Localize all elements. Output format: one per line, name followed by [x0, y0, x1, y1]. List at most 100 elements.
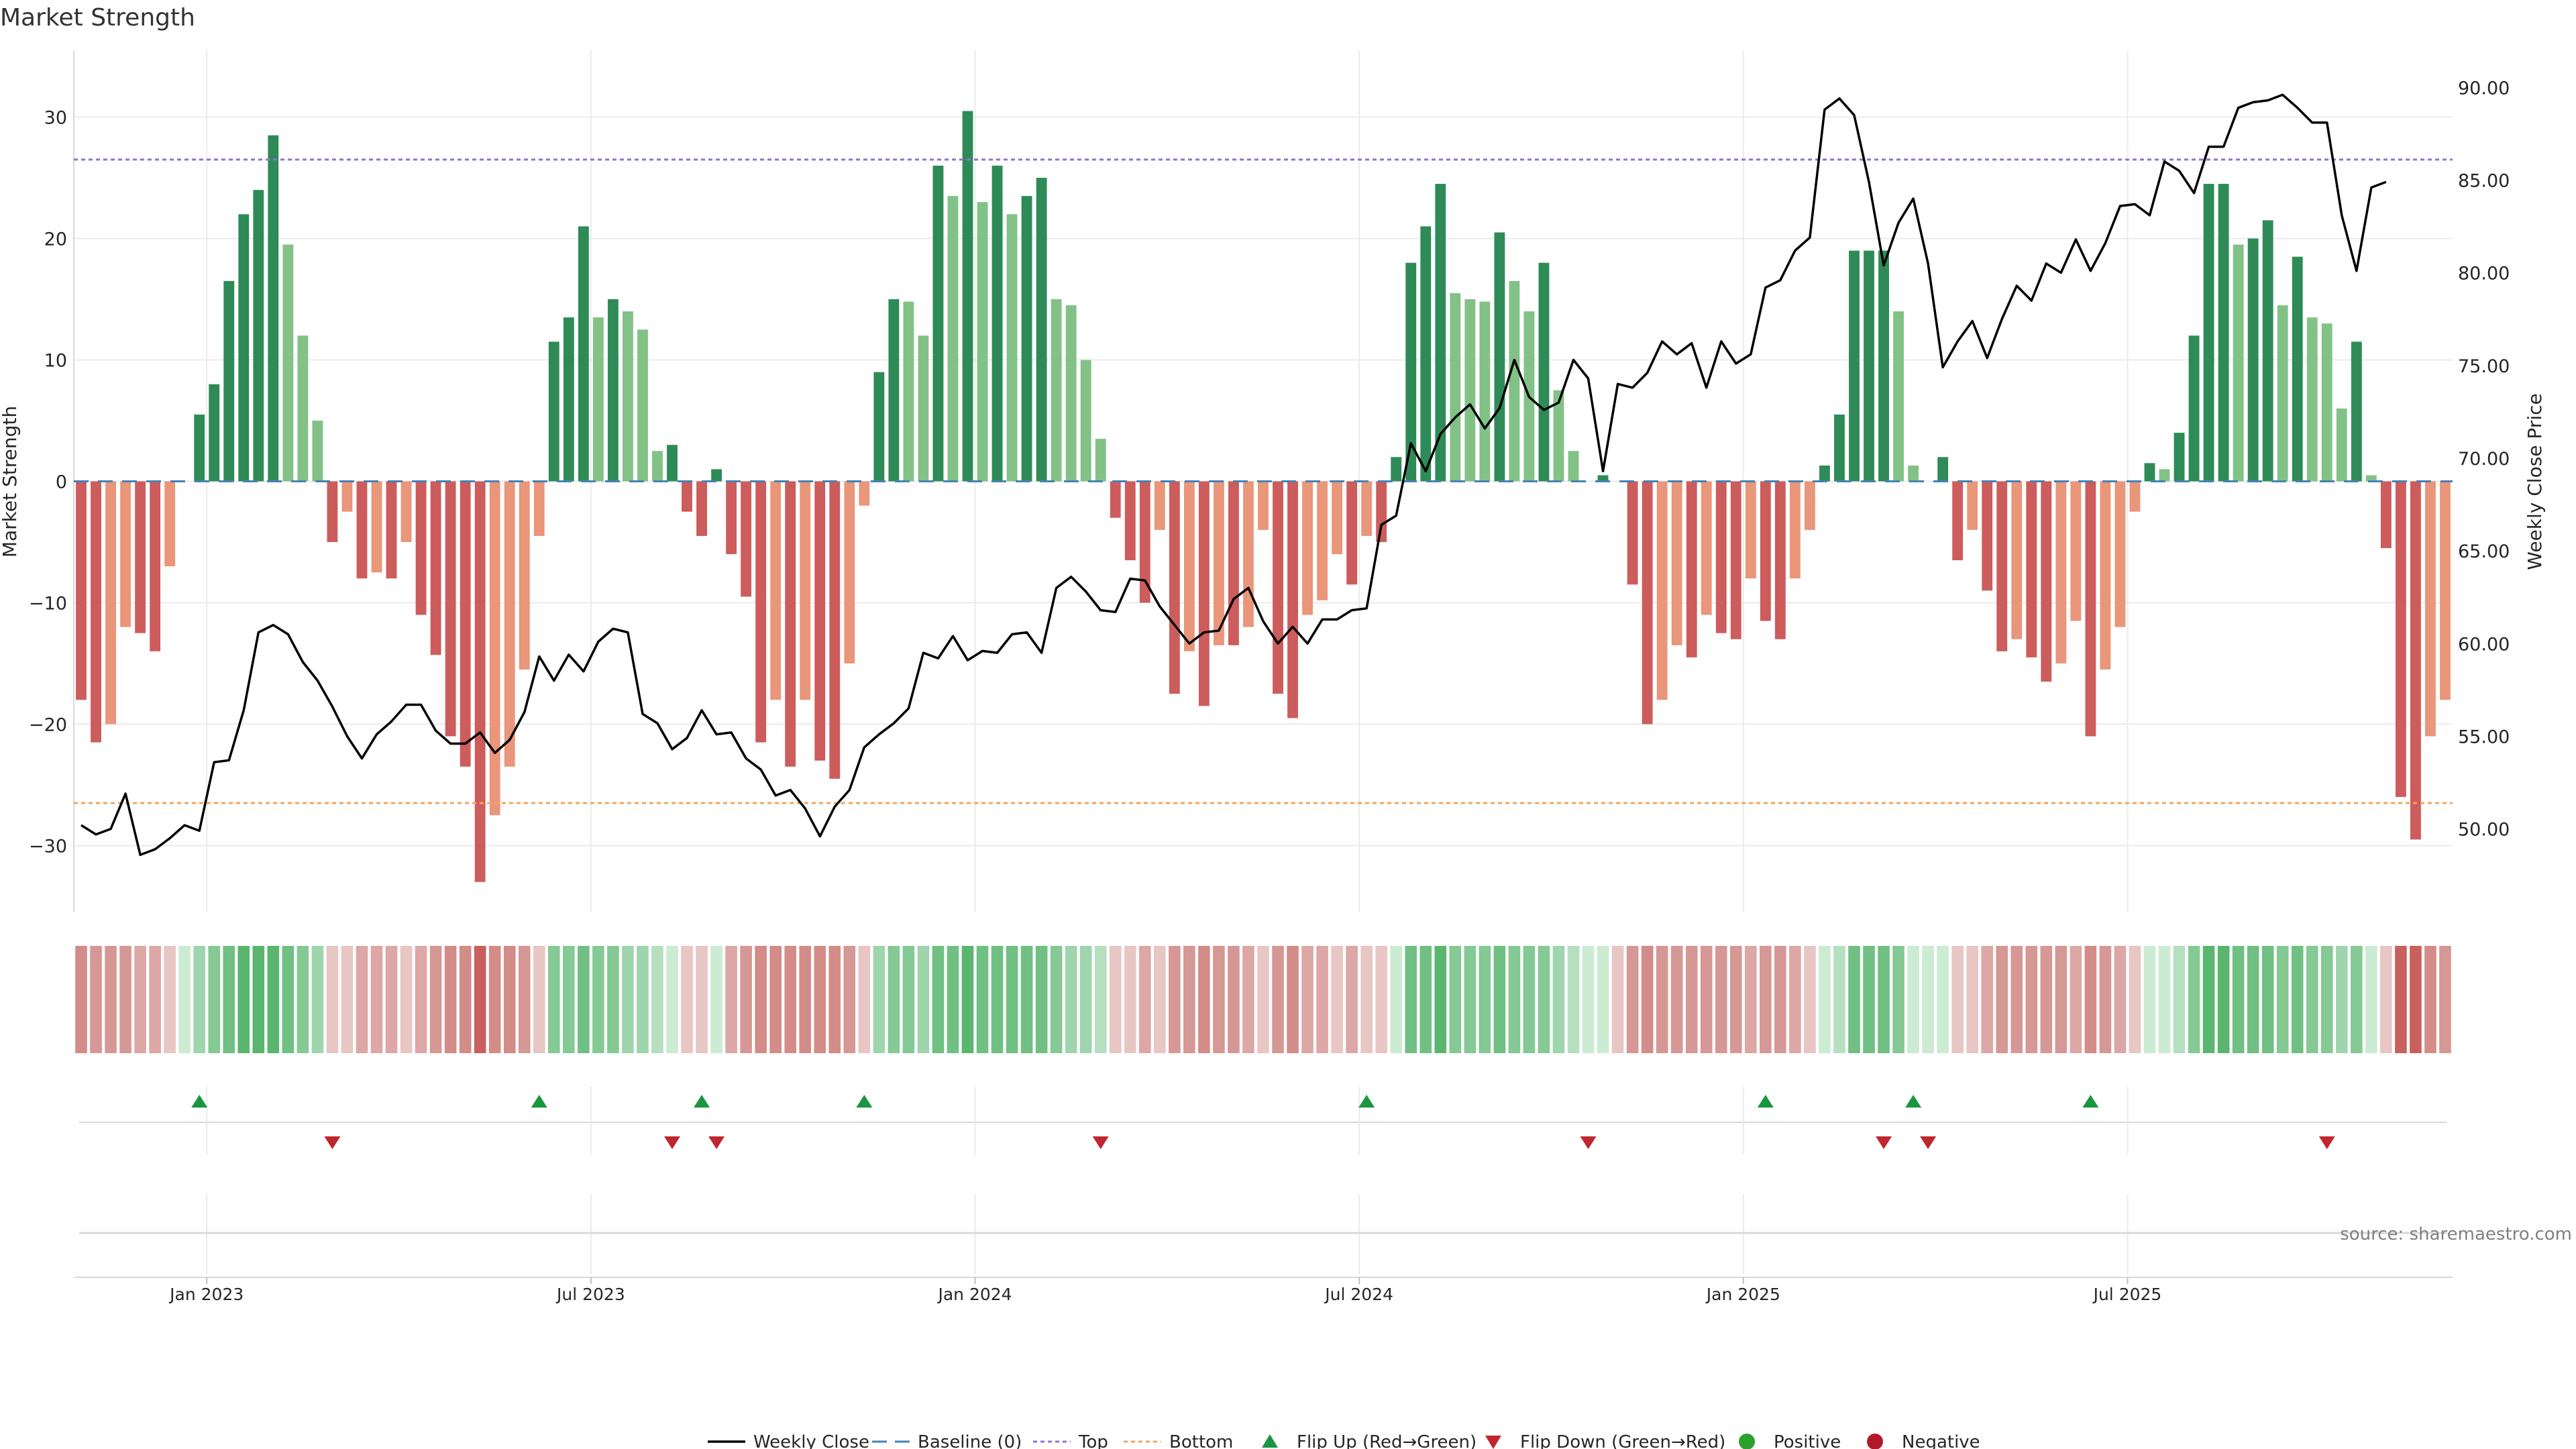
heatmap-cell: [976, 946, 989, 1053]
heatmap-cell: [858, 946, 871, 1053]
strength-bar: [2174, 433, 2185, 482]
heatmap-cell: [1878, 946, 1890, 1053]
strength-bar: [1332, 481, 1343, 555]
heatmap-cell: [578, 946, 590, 1053]
strength-bar: [356, 481, 368, 579]
heatmap-cell: [1567, 946, 1580, 1053]
strength-bar: [341, 481, 353, 512]
strength-bar: [1051, 299, 1062, 482]
heatmap-cell: [488, 946, 501, 1053]
strength-bar: [1376, 481, 1387, 542]
strength-bar: [623, 311, 633, 482]
strength-bar: [223, 280, 235, 482]
strength-bar: [1656, 481, 1668, 700]
heatmap-cell: [2410, 946, 2422, 1053]
heatmap-cell: [902, 946, 915, 1053]
strength-bar: [2395, 481, 2406, 798]
heatmap-cell: [1331, 946, 1343, 1053]
heatmap-cell: [2010, 946, 2023, 1053]
heatmap-cell: [2380, 946, 2392, 1053]
heatmap-cell: [1094, 946, 1107, 1053]
strength-bar: [1435, 184, 1446, 482]
heatmap-cell: [2040, 946, 2053, 1053]
strength-bar: [1405, 262, 1417, 482]
heatmap-cell: [2188, 946, 2200, 1053]
strength-bar: [2188, 335, 2200, 482]
heatmap-cell: [178, 946, 191, 1053]
strength-bar: [2129, 481, 2141, 512]
flip-down-marker: [1092, 1136, 1109, 1149]
heatmap-cell: [1892, 946, 1904, 1053]
strength-bar: [1671, 481, 1682, 645]
strength-bar: [105, 481, 116, 724]
heatmap-cell: [1493, 946, 1506, 1053]
y-left-axis-label: Market Strength: [0, 406, 21, 557]
strength-bar: [2085, 481, 2096, 737]
strength-bar: [327, 481, 338, 542]
flip-down-marker: [1876, 1136, 1892, 1149]
strength-bar: [2380, 481, 2392, 549]
strength-bar: [2247, 238, 2259, 482]
heatmap-cell: [651, 946, 663, 1053]
strength-bar: [2262, 220, 2273, 482]
heatmap-cell: [1006, 946, 1018, 1053]
heatmap-cell: [2291, 946, 2304, 1053]
strength-bar: [2292, 256, 2303, 482]
flip-up-marker: [1358, 1095, 1375, 1108]
price-series: [80, 93, 2387, 857]
heatmap-cell: [252, 946, 265, 1053]
heatmap-cell: [784, 946, 797, 1053]
heatmap-cell: [607, 946, 619, 1053]
legend-label: Positive: [1774, 1432, 1841, 1449]
heatmap-cell: [311, 946, 324, 1053]
strength-bar: [2440, 481, 2451, 700]
strength-bar: [1302, 481, 1313, 615]
heatmap-cell: [799, 946, 812, 1053]
y-left-tick-label: −20: [29, 714, 67, 735]
heatmap-cell: [2351, 946, 2363, 1053]
strength-bar: [873, 372, 885, 482]
strength-bar: [2055, 481, 2067, 663]
strength-bar: [844, 481, 855, 663]
flip-up-marker: [191, 1095, 208, 1108]
heatmap-cell: [991, 946, 1004, 1053]
heatmap-cell: [1863, 946, 1875, 1053]
strength-bar: [430, 481, 441, 655]
heatmap-cell: [400, 946, 413, 1053]
heatmap-cell: [2114, 946, 2127, 1053]
heatmap-cell: [1065, 946, 1077, 1053]
heatmap-cell: [769, 946, 782, 1053]
legend-item-weekly-close: Weekly Close: [708, 1432, 869, 1449]
strength-bar: [1701, 481, 1712, 615]
heatmap-cell: [119, 946, 131, 1053]
strength-bar: [1937, 457, 1949, 482]
strength-bar: [1745, 481, 1756, 579]
strength-bar: [120, 481, 131, 627]
strength-bar: [312, 421, 323, 482]
heatmap-cell: [90, 946, 102, 1053]
heatmap-cell: [592, 946, 604, 1053]
heatmap-cell: [1109, 946, 1122, 1053]
heatmap-cell: [2365, 946, 2377, 1053]
y-left-tick-label: 30: [44, 108, 67, 129]
heatmap-cell: [725, 946, 737, 1053]
strength-bar: [1169, 481, 1180, 694]
strength-bar: [400, 481, 412, 542]
strength-bar: [2425, 481, 2436, 737]
legend-swatch: [1739, 1434, 1755, 1449]
flip-up-marker: [856, 1095, 873, 1108]
heatmap-cell: [1937, 946, 1949, 1053]
heatmap-cell: [2055, 946, 2068, 1053]
heatmap-cell: [326, 946, 339, 1053]
heatmap-cell: [637, 946, 649, 1053]
strength-bar: [1849, 250, 1860, 482]
y-right-tick-label: 50.00: [2458, 820, 2510, 841]
strength-bar: [932, 165, 944, 482]
heatmap-cell: [1789, 946, 1801, 1053]
strength-bar: [2070, 481, 2082, 621]
strength-bar: [460, 481, 471, 767]
heatmap-cell: [1375, 946, 1388, 1053]
strength-bar: [2100, 481, 2111, 670]
heatmap-cell: [415, 946, 427, 1053]
strength-bar: [2041, 481, 2052, 682]
